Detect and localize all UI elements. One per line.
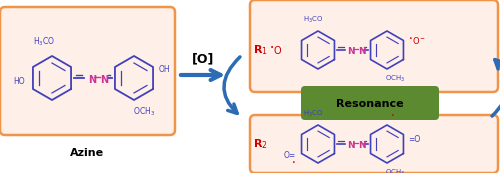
FancyBboxPatch shape [250,115,498,173]
Text: N: N [358,142,366,151]
Text: =O: =O [408,134,420,143]
Text: N: N [358,48,366,57]
Text: $^{\bullet}$O: $^{\bullet}$O [269,44,283,56]
FancyBboxPatch shape [0,7,175,135]
Text: OCH$_3$: OCH$_3$ [385,168,405,173]
Text: Resonance: Resonance [336,99,404,109]
Text: R$_2$: R$_2$ [253,137,268,151]
Text: N: N [100,75,108,85]
FancyArrowPatch shape [224,57,240,113]
Text: H$_3$CO: H$_3$CO [302,109,324,119]
Text: $^{\bullet}$: $^{\bullet}$ [291,160,296,169]
Text: N: N [347,142,354,151]
Text: O=: O= [284,152,296,161]
Text: H$_3$CO: H$_3$CO [33,35,55,48]
Text: N: N [88,75,96,85]
Text: HO: HO [14,78,25,86]
Text: $^{\bullet}$: $^{\bullet}$ [390,112,394,121]
FancyBboxPatch shape [301,86,439,120]
Text: Azine: Azine [70,148,104,158]
Text: N: N [347,48,354,57]
FancyArrowPatch shape [492,60,500,116]
Text: OCH$_3$: OCH$_3$ [133,105,155,117]
Text: OCH$_3$: OCH$_3$ [385,74,405,84]
Text: R$_1$: R$_1$ [253,43,268,57]
FancyBboxPatch shape [250,0,498,92]
Text: OH: OH [159,66,170,75]
Text: $^{\bullet}$O$^-$: $^{\bullet}$O$^-$ [408,34,426,45]
Text: H$_3$CO: H$_3$CO [302,15,324,25]
Text: [O]: [O] [192,52,214,65]
